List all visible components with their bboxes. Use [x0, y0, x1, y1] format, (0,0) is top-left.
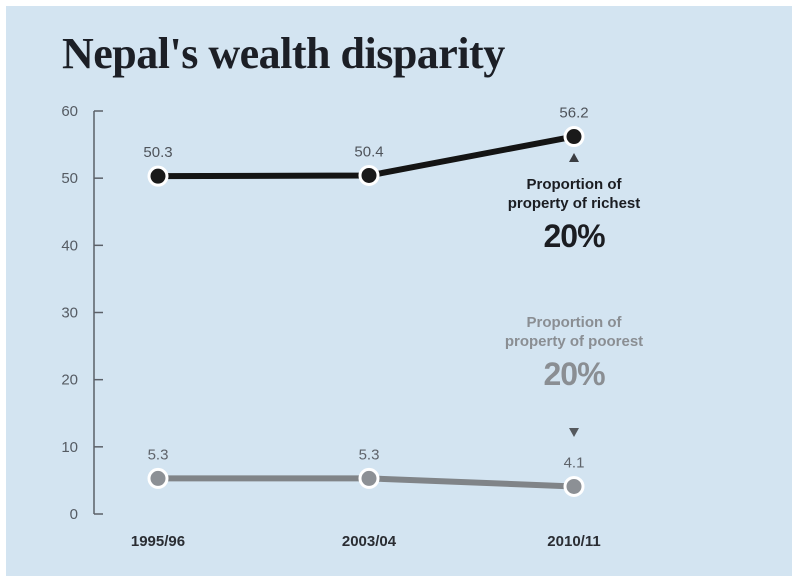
x-tick-label-2010-11: 2010/11: [547, 533, 600, 550]
line-chart: 0 10 20 30 40 50 60 1995/96 2003/04 2010/11 50.3 50…: [61, 103, 600, 550]
data-point-richest-2: [563, 126, 585, 148]
y-tick-label-20: 20: [61, 372, 78, 389]
y-tick-label-60: 60: [61, 103, 78, 120]
chart-title: Nepal's wealth disparity: [62, 29, 505, 78]
annotation-poorest: Proportion of property of poorest 20%: [504, 314, 644, 394]
y-tick-label-40: 40: [61, 237, 78, 254]
data-label-richest-2: 56.2: [559, 105, 588, 122]
data-point-richest-0: [147, 165, 169, 187]
y-tick-label-50: 50: [61, 170, 78, 187]
y-tick-label-30: 30: [61, 305, 78, 322]
data-point-poorest-2: [563, 475, 585, 497]
annotation-poorest-percent: 20%: [543, 355, 605, 392]
x-tick-label-1995-96: 1995/96: [131, 533, 185, 550]
data-label-richest-1: 50.4: [354, 143, 383, 160]
chart-frame: Nepal's wealth disparity 0 10 20 30 40 50 60 19…: [6, 6, 792, 576]
y-tick-label-0: 0: [70, 506, 78, 523]
annotation-richest-text: Proportion of property of richest: [507, 176, 641, 212]
data-label-poorest-2: 4.1: [564, 454, 585, 471]
annotation-poorest-text: Proportion of property of poorest: [504, 314, 644, 350]
data-label-richest-0: 50.3: [143, 144, 172, 161]
y-tick-label-10: 10: [61, 439, 78, 456]
data-label-poorest-1: 5.3: [359, 446, 380, 463]
x-tick-label-2003-04: 2003/04: [342, 533, 397, 550]
arrow-up-icon: [569, 153, 579, 162]
annotation-richest-percent: 20%: [543, 217, 605, 254]
data-point-richest-1: [358, 164, 380, 186]
data-label-poorest-0: 5.3: [148, 446, 169, 463]
data-point-poorest-1: [358, 467, 380, 489]
arrow-down-icon: [569, 428, 579, 437]
annotation-richest: Proportion of property of richest 20%: [504, 176, 644, 256]
data-point-poorest-0: [147, 467, 169, 489]
